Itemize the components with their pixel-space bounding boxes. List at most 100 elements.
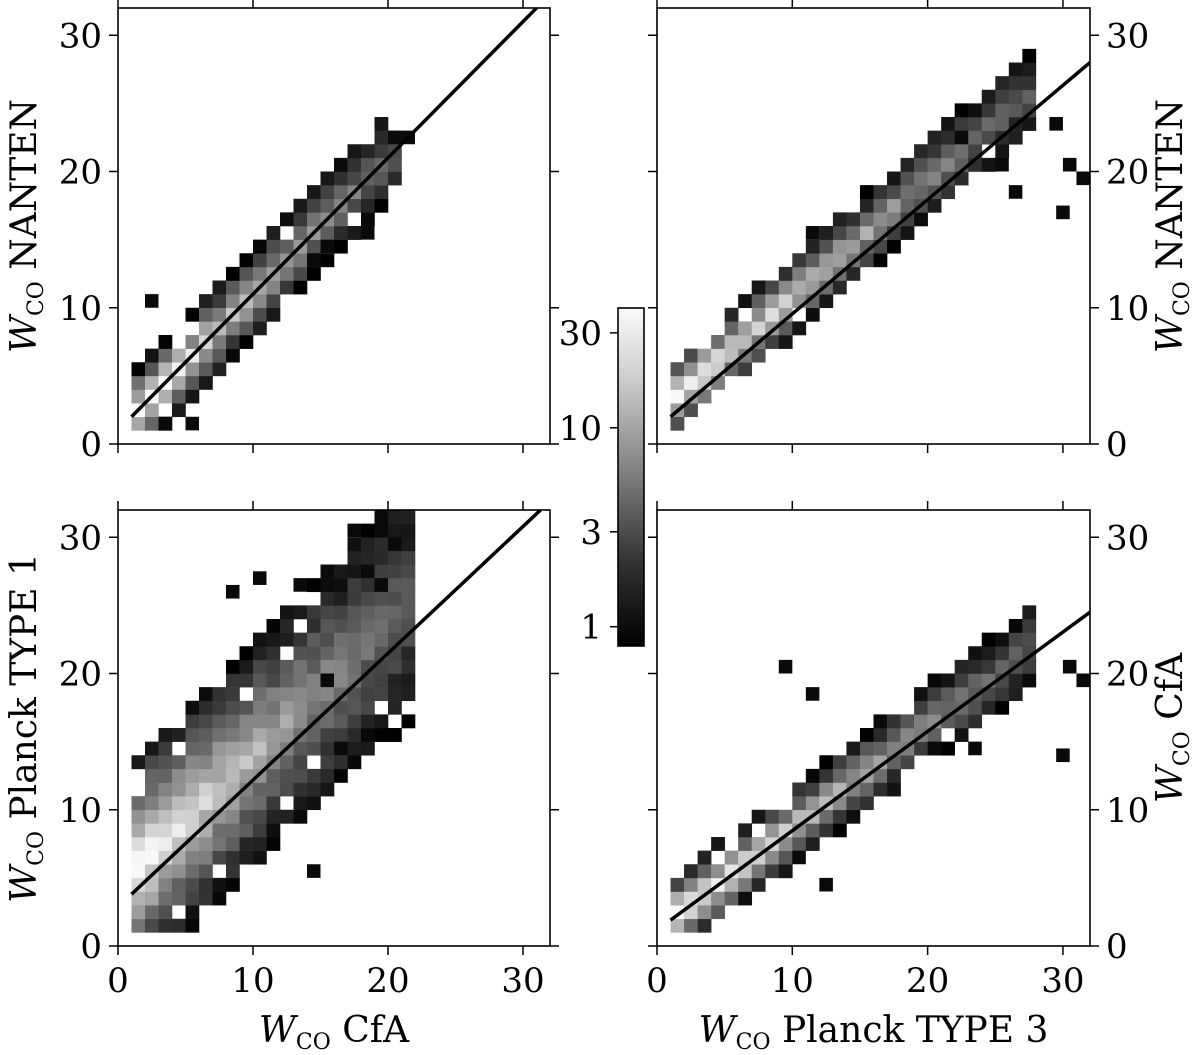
panel-frame: [117, 509, 551, 947]
heatmap-cell: [226, 280, 240, 295]
heatmap-cell: [239, 659, 254, 674]
heatmap-cell: [320, 714, 335, 729]
heatmap-cell: [131, 864, 146, 879]
colorbar-tick-label: 3: [580, 513, 602, 553]
heatmap-cell: [873, 728, 888, 742]
heatmap-outlier-cell: [226, 584, 240, 599]
heatmap-cell: [334, 646, 348, 661]
heatmap-cell: [293, 809, 308, 824]
heatmap-cell: [954, 687, 969, 702]
heatmap-cell: [199, 714, 213, 729]
heatmap-cell: [239, 837, 254, 851]
y-tick-label: 10: [59, 791, 102, 831]
x-axis-label-text: CfA: [331, 1010, 410, 1051]
heatmap-outlier-cell: [361, 226, 375, 240]
heatmap-cell: [239, 728, 254, 742]
heatmap-cell: [1008, 76, 1023, 91]
heatmap-cell: [293, 266, 308, 281]
heatmap-cell: [334, 564, 348, 579]
heatmap-cell: [226, 728, 240, 742]
heatmap-cell: [711, 837, 725, 851]
y-axis-label-text: NANTEN: [4, 99, 45, 281]
heatmap-outlier-cell: [374, 523, 388, 538]
heatmap-cell: [172, 796, 186, 811]
heatmap-cell: [1022, 659, 1037, 674]
heatmap-outlier-cell: [253, 571, 267, 585]
heatmap-cell: [927, 198, 942, 213]
heatmap-cell: [266, 646, 281, 661]
heatmap-cell: [253, 796, 267, 811]
heatmap-cell: [185, 714, 200, 729]
heatmap-cell: [185, 850, 200, 865]
heatmap-cell: [805, 253, 820, 268]
heatmap-cell: [334, 239, 348, 254]
heatmap-cell: [320, 171, 335, 186]
heatmap-cell: [401, 605, 416, 620]
heatmap-outlier-cell: [307, 253, 321, 267]
heatmap-cell: [1008, 646, 1023, 661]
heatmap-cell: [374, 537, 389, 552]
heatmap-cell: [751, 864, 766, 879]
heatmap-outlier-cell: [388, 537, 402, 551]
heatmap-cell: [401, 646, 416, 661]
heatmap-cell: [199, 700, 213, 715]
heatmap-cell: [954, 103, 969, 118]
colorbar-tick-label: 1: [580, 608, 602, 648]
heatmap-cell: [266, 659, 281, 674]
heatmap-cell: [199, 796, 213, 811]
heatmap-cell: [873, 768, 888, 783]
heatmap-cell: [968, 117, 983, 131]
heatmap-cell: [253, 700, 267, 715]
heatmap-cell: [239, 809, 254, 824]
heatmap-cell: [887, 198, 901, 213]
heatmap-cell: [711, 905, 725, 920]
heatmap-cell: [199, 375, 213, 390]
heatmap-outlier-cell: [792, 850, 806, 865]
heatmap-cell: [334, 768, 348, 783]
heatmap-cell: [859, 796, 874, 811]
heatmap-cell: [307, 185, 321, 200]
heatmap-cell: [995, 632, 1010, 647]
heatmap-cell: [711, 335, 725, 349]
heatmap-cell: [212, 768, 227, 783]
heatmap-cell: [239, 782, 254, 797]
heatmap-cell: [873, 198, 888, 213]
heatmap-cell: [172, 375, 186, 390]
heatmap-cell: [1008, 632, 1023, 647]
heatmap-outlier-cell: [320, 239, 334, 254]
heatmap-cell: [846, 239, 861, 254]
heatmap-outlier-cell: [805, 687, 820, 701]
heatmap-cell: [724, 891, 739, 906]
y-axis-label-subscript: CO: [24, 831, 49, 866]
heatmap-cell: [158, 362, 173, 377]
heatmap-cell: [374, 605, 389, 620]
heatmap-cell: [145, 837, 159, 851]
heatmap-cell: [846, 755, 861, 770]
heatmap-cell: [226, 348, 240, 363]
heatmap-outlier-cell: [293, 578, 307, 592]
heatmap-cell: [199, 348, 213, 363]
heatmap-cell: [212, 877, 227, 892]
heatmap-cell: [927, 700, 942, 715]
heatmap-cell: [212, 280, 227, 295]
heatmap-cell: [334, 212, 348, 227]
heatmap-cell: [320, 198, 335, 213]
heatmap-cell: [307, 687, 321, 702]
heatmap-cell: [361, 212, 375, 227]
heatmap-cell: [954, 659, 969, 674]
heatmap-cell: [887, 239, 901, 254]
heatmap-cell: [280, 687, 294, 702]
y-tick-label: 0: [1106, 927, 1128, 967]
heatmap-cell: [361, 605, 375, 620]
heatmap-cell: [320, 185, 335, 200]
heatmap-cell: [145, 768, 159, 783]
y-tick-label: 30: [59, 518, 102, 558]
heatmap-cell: [293, 253, 308, 268]
heatmap-cell: [320, 687, 335, 702]
heatmap-cell: [293, 605, 308, 620]
heatmap-cell: [954, 728, 969, 742]
heatmap-cell: [199, 741, 213, 756]
heatmap-cell: [253, 266, 267, 281]
heatmap-cell: [900, 157, 915, 172]
